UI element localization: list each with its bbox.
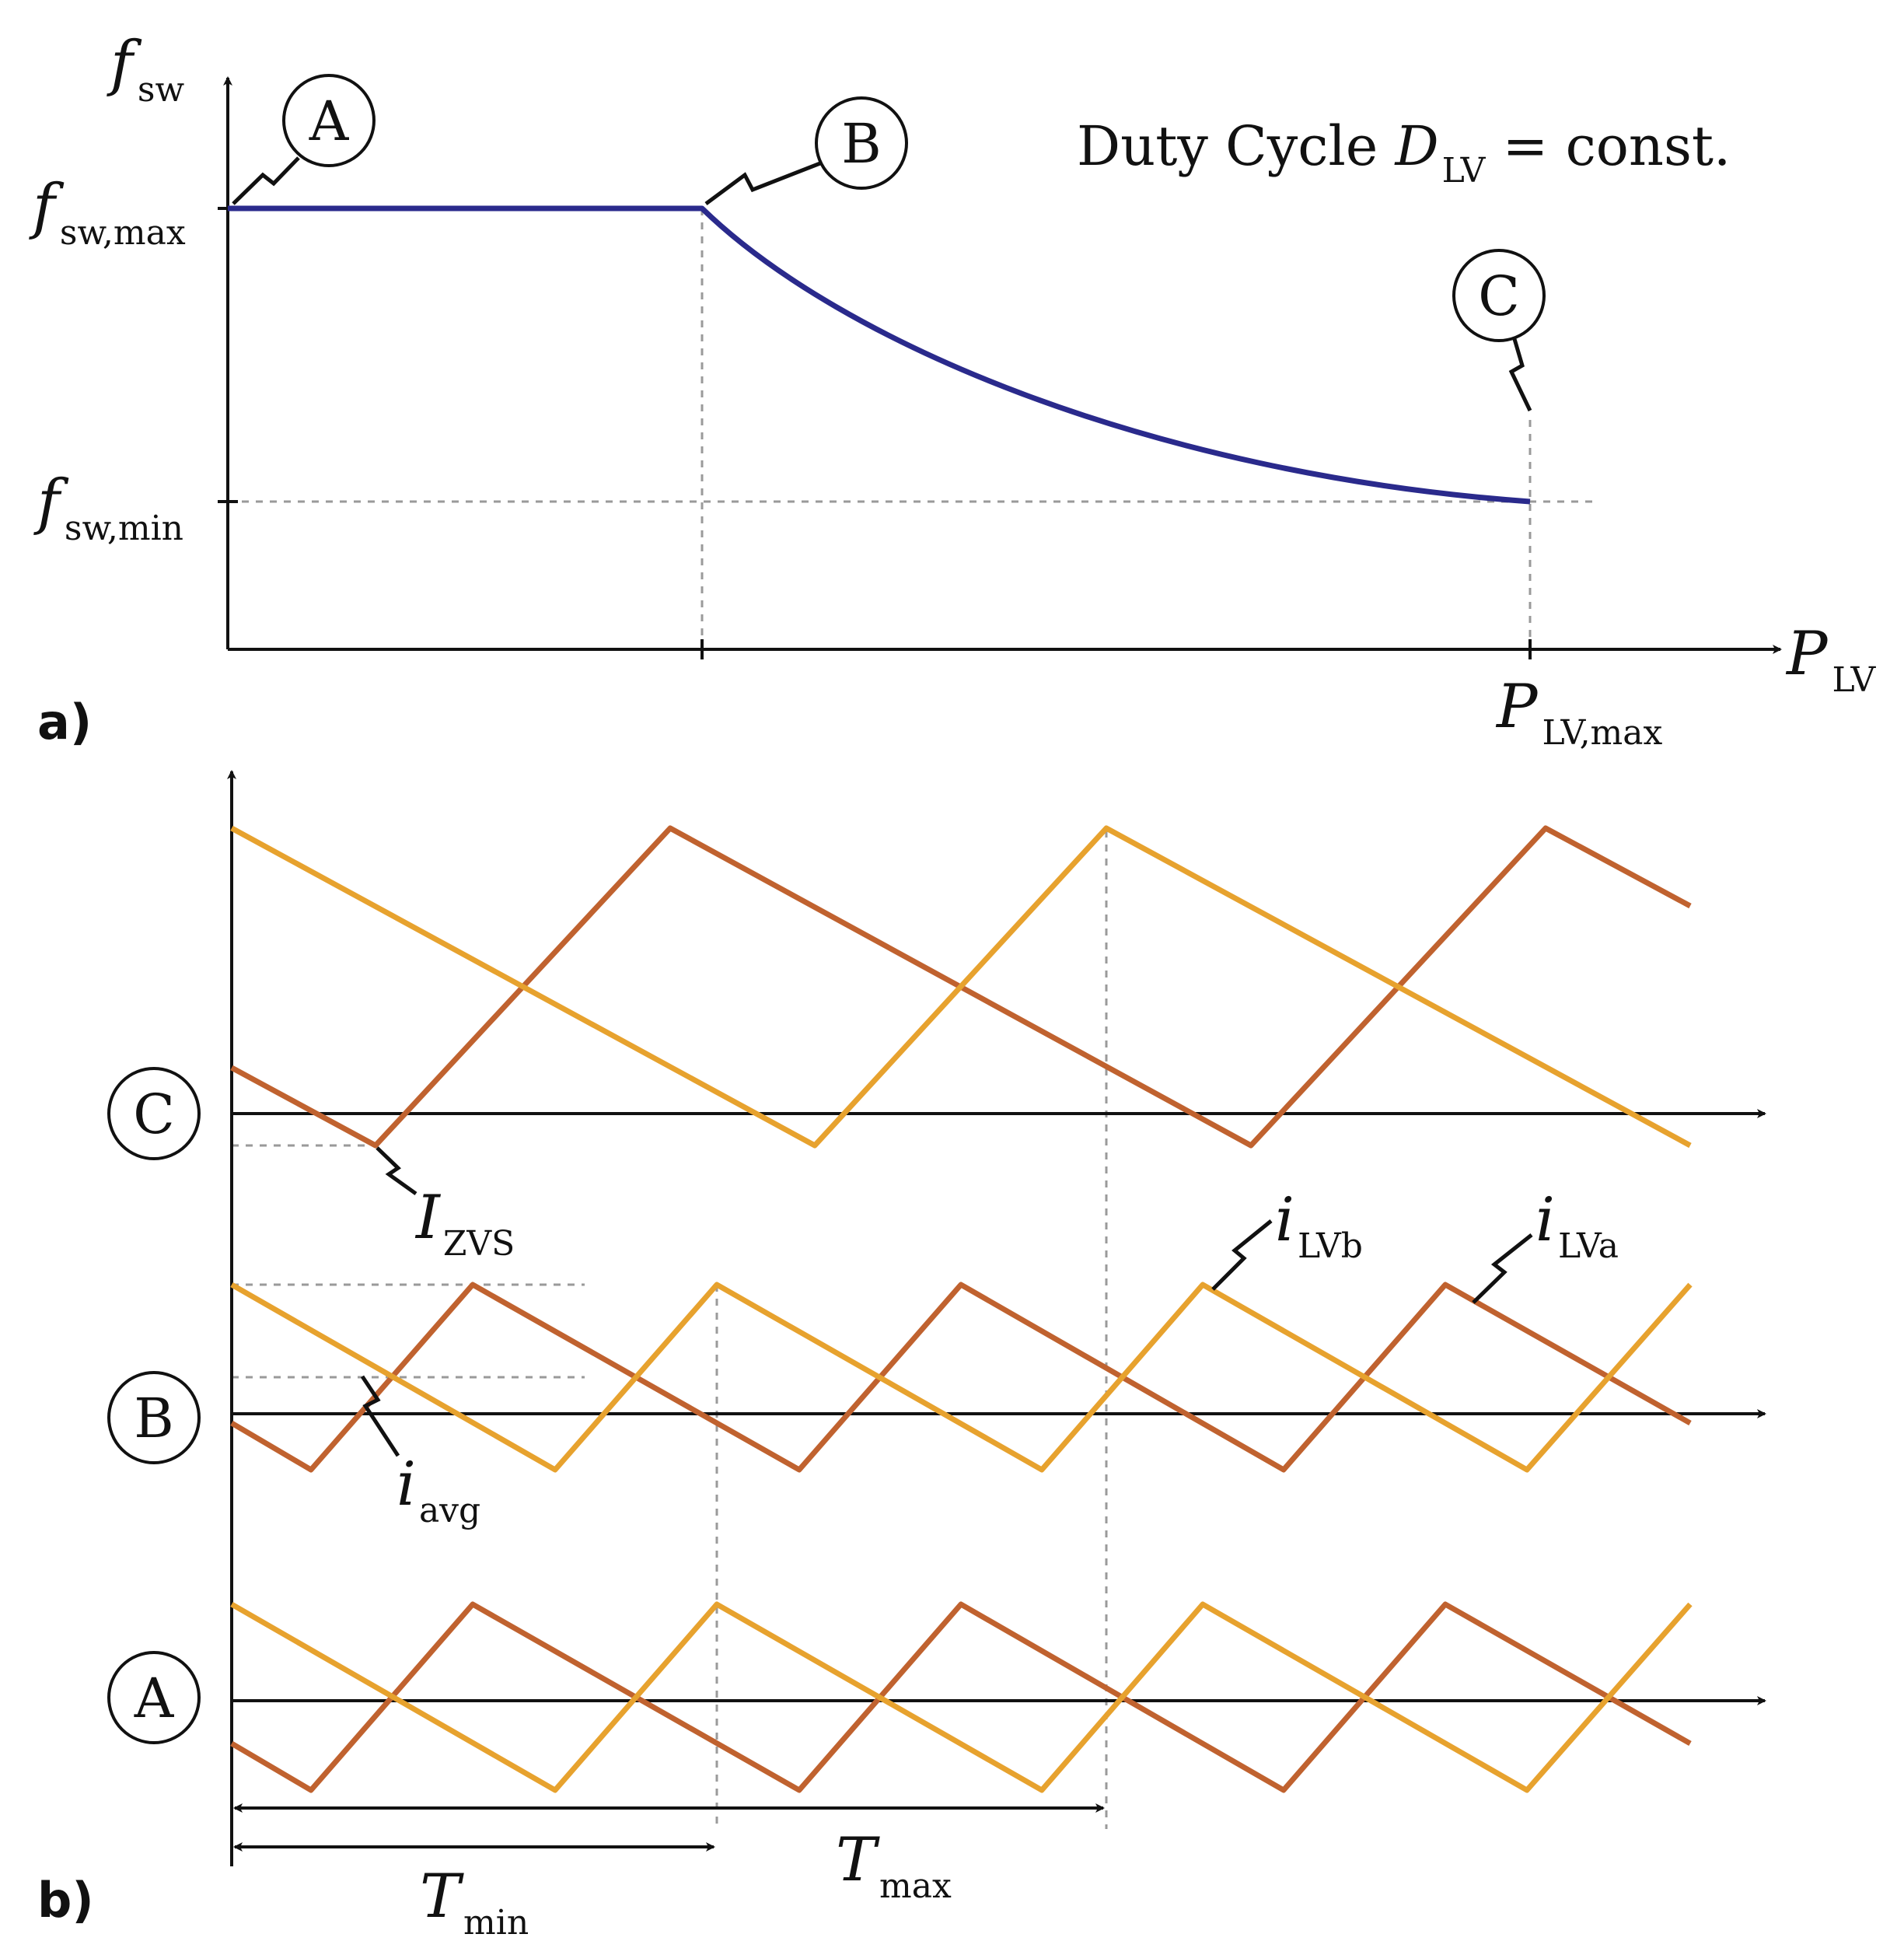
ilvb-leader: [1211, 1219, 1273, 1291]
row-c-i-lvb: [230, 825, 1692, 1149]
marker-a: A: [232, 74, 376, 205]
row-a-i-lva: [230, 1601, 1692, 1793]
iavg-label: iavg: [397, 1450, 480, 1530]
t-max-label: Tmax: [836, 1825, 952, 1906]
row-b-marker: B: [107, 1371, 201, 1464]
row-c-marker: C: [107, 1067, 201, 1160]
marker-a-label: A: [309, 89, 350, 153]
marker-c-label: C: [1478, 264, 1520, 328]
t-min-label: Tmin: [420, 1862, 529, 1943]
izvs-leader: [376, 1146, 417, 1196]
ilva-leader: [1472, 1233, 1533, 1304]
y-tick-min-label: f sw,min: [33, 467, 183, 548]
x-tick-max-label: P LV,max: [1495, 672, 1663, 753]
y-tick-max-label: f sw,max: [29, 172, 186, 253]
panel-b: C B A IZVS iavg iLVb iLVa Tmin Tmax b): [37, 770, 1766, 1943]
iavg-leader: [360, 1375, 400, 1457]
panel-a-label: a): [37, 694, 92, 750]
ilva-label: iLVa: [1535, 1185, 1619, 1266]
row-b-i-lvb: [230, 1282, 1693, 1473]
panel-b-label: b): [37, 1872, 94, 1929]
izvs-label: IZVS: [414, 1183, 515, 1264]
x-axis-label: P LV: [1785, 619, 1876, 700]
panel-a: f sw P LV f sw,max f sw,min P LV,max Duty Cyc…: [29, 29, 1876, 753]
row-b-i-lva: [230, 1282, 1692, 1473]
row-b-marker-label: B: [134, 1387, 173, 1450]
duty-cycle-annotation: Duty Cycle DLV = const.: [1077, 114, 1731, 191]
ilvb-label: iLVb: [1275, 1185, 1363, 1266]
y-axis-label: f sw: [107, 29, 184, 110]
marker-b: B: [704, 96, 908, 206]
row-c-marker-label: C: [133, 1082, 175, 1146]
row-a-i-lvb: [230, 1601, 1693, 1793]
fsw-curve: [228, 205, 1531, 505]
row-a-marker-label: A: [134, 1666, 175, 1730]
marker-c: C: [1452, 249, 1546, 412]
marker-b-label: B: [841, 112, 881, 176]
row-a-marker: A: [107, 1651, 201, 1744]
